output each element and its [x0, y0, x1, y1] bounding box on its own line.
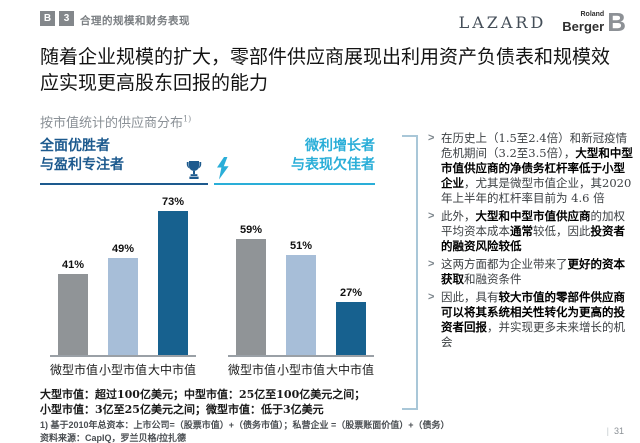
chart-subtitle: 按市值统计的供应商分布1) — [40, 112, 191, 131]
roland-berger-logo: Roland Berger B — [562, 7, 626, 37]
section-label: 合理的规模和财务表现 — [80, 15, 190, 27]
insight-text: 在历史上（1.5至2.4倍）和新冠疫情危机期间（3.2至3.5倍），大型和中型市… — [441, 131, 633, 205]
bullet-marker: > — [428, 210, 435, 222]
insight-item: > 此外，大型和中型市值供应商的加权平均资本成本通常较低，因此投资者的融资风险较低 — [428, 209, 633, 254]
bar-小型市值: 49% — [108, 243, 138, 355]
page-number: | 31 — [607, 426, 624, 436]
group-title-winners: 全面优胜者 与盈利专注者 — [40, 137, 124, 175]
insight-item: > 因此，具有较大市值的零部件供应商可以将其系统相关性转化为更高的投资者回报，并实… — [428, 290, 633, 350]
category-label: 微型市值 — [50, 363, 99, 377]
insight-text: 此外，大型和中型市值供应商的加权平均资本成本通常较低，因此投资者的融资风险较低 — [441, 209, 625, 253]
bar-value-label: 51% — [289, 240, 313, 252]
header-badge-3: 3 — [59, 11, 74, 26]
bar-chart-underperformers: 59% 51% 27% 微型市值 小型市值 大中市值 — [228, 200, 374, 378]
page-title: 随着企业规模的扩大，零部件供应商展现出利用资产负债表和规模效应实现更高股东回报的… — [40, 46, 611, 94]
winners-underline — [40, 183, 208, 185]
category-label: 小型市值 — [277, 363, 326, 377]
bar-value-label: 41% — [61, 259, 85, 271]
bar-chart-winners: 41% 49% 73% 微型市值 小型市值 大中市值 — [50, 196, 196, 378]
group-title-winners-line2: 与盈利专注者 — [40, 157, 124, 173]
bar-大中市值: 27% — [336, 287, 366, 355]
bar-value-label: 73% — [161, 196, 185, 208]
group-title-underperformers-line2: 与表现欠佳者 — [291, 157, 375, 173]
insight-item: > 这两方面都为企业带来了更好的资本获取和融资条件 — [428, 257, 633, 287]
definitions-line-1: 大型市值：超过100亿美元；中型市值：25亿至100亿美元之间； — [40, 388, 366, 401]
definitions-line-2: 小型市值：3亿至25亿美元之间；微型市值：低于3亿美元 — [40, 403, 324, 416]
group-title-underperformers-line1: 微利增长者 — [305, 138, 375, 154]
lazard-logo: LAZARD — [458, 12, 547, 32]
page-number-value: 31 — [613, 426, 624, 436]
roland-text: Roland — [580, 11, 605, 18]
category-label: 大中市值 — [148, 363, 197, 377]
bar-value-label: 27% — [339, 287, 363, 299]
category-label: 大中市值 — [326, 363, 375, 377]
bullet-marker: > — [428, 291, 435, 303]
bar-chart-underperformers-categories: 微型市值 小型市值 大中市值 — [228, 361, 374, 378]
bar-小型市值: 51% — [286, 240, 316, 355]
group-title-winners-line1: 全面优胜者 — [40, 138, 110, 154]
underperformers-underline — [214, 183, 375, 185]
bar-chart-winners-categories: 微型市值 小型市值 大中市值 — [50, 361, 196, 378]
bullet-marker: > — [428, 132, 435, 144]
insight-item: > 在历史上（1.5至2.4倍）和新冠疫情危机期间（3.2至3.5倍），大型和中型… — [428, 131, 633, 206]
chart-subtitle-text: 按市值统计的供应商分布 — [40, 116, 184, 131]
insights-list: > 在历史上（1.5至2.4倍）和新冠疫情危机期间（3.2至3.5倍），大型和中型… — [428, 131, 633, 353]
group-title-underperformers: 微利增长者 与表现欠佳者 — [214, 137, 375, 175]
category-label: 小型市值 — [99, 363, 148, 377]
subtitle-footnote-ref: 1) — [183, 114, 192, 124]
page-number-separator: | — [606, 426, 609, 436]
lightning-icon — [217, 157, 229, 180]
source-line: 资料来源：CapIQ，罗兰贝格/拉扎德 — [40, 433, 187, 443]
bar-value-label: 59% — [239, 224, 263, 236]
bar-大中市值: 73% — [158, 196, 188, 355]
market-cap-definitions: 大型市值：超过100亿美元；中型市值：25亿至100亿美元之间； 小型市值：3亿… — [40, 387, 365, 417]
bullet-marker: > — [428, 258, 435, 270]
insight-text: 因此，具有较大市值的零部件供应商可以将其系统相关性转化为更高的投资者回报，并实现… — [441, 290, 625, 349]
roland-berger-b-mark-icon: B — [607, 7, 626, 37]
roland-berger-wordmark: Roland Berger — [562, 11, 604, 34]
header-badge-b: B — [40, 11, 55, 26]
bar-value-label: 49% — [111, 243, 135, 255]
bracket-divider — [402, 135, 418, 410]
bar-微型市值: 41% — [58, 259, 88, 355]
bar-微型市值: 59% — [236, 224, 266, 355]
insight-text: 这两方面都为企业带来了更好的资本获取和融资条件 — [441, 257, 625, 286]
category-label: 微型市值 — [228, 363, 277, 377]
bar-chart-underperformers-plot: 59% 51% 27% — [228, 200, 374, 357]
logo-row: LAZARD Roland Berger B — [458, 7, 626, 37]
bar-chart-winners-plot: 41% 49% 73% — [50, 196, 196, 357]
trophy-icon — [186, 161, 202, 179]
berger-text: Berger — [562, 19, 605, 34]
footnote: 1) 基于2010年总资本：上市公司=（股票市值）+（债务市值）；私营企业 =（… — [40, 420, 450, 430]
